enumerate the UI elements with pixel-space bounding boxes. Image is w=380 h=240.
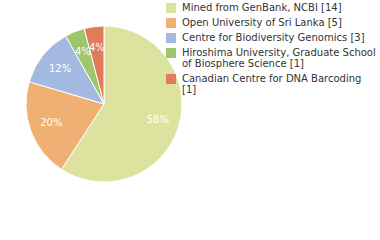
svg-text:4%: 4%: [89, 42, 105, 53]
html-text:Open University of Sri Lanka [: Open University of Sri Lanka [5]: [182, 17, 342, 28]
svg-text:20%: 20%: [40, 117, 62, 128]
html-text:Hiroshima University, Graduate: Hiroshima University, Graduate School of…: [182, 47, 376, 69]
html-text:Mined from GenBank, NCBI [14]: Mined from GenBank, NCBI [14]: [182, 2, 342, 13]
svg-text:58%: 58%: [147, 114, 169, 125]
svg-text:12%: 12%: [49, 63, 71, 74]
html-text:Centre for Biodiversity Genomi: Centre for Biodiversity Genomics [3]: [182, 32, 365, 43]
html-text:Canadian Centre for DNA Barcod: Canadian Centre for DNA Barcoding [1]: [182, 73, 362, 95]
svg-text:4%: 4%: [75, 45, 91, 57]
